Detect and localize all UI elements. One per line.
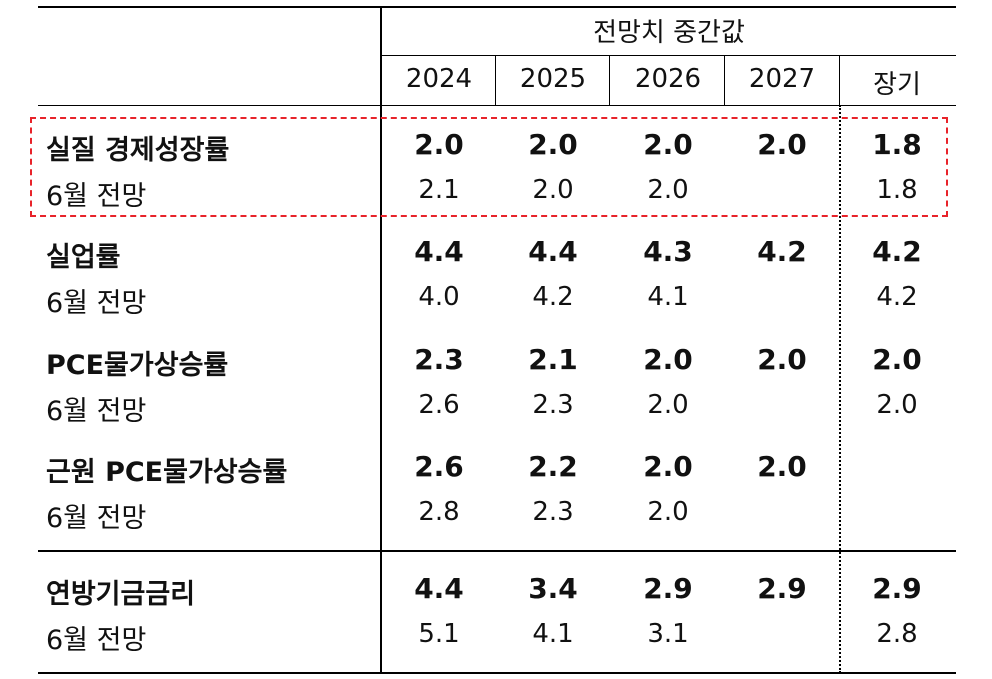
top-rule (38, 6, 956, 8)
row-sub-label: 6월 전망 (46, 625, 147, 656)
value-cell: 4.4 (414, 235, 464, 268)
row-label: 근원 PCE물가상승률 (46, 457, 288, 488)
value-cell: 3.4 (528, 572, 578, 605)
column-header: 2025 (519, 64, 587, 94)
sub-value-cell: 4.2 (532, 282, 574, 312)
sub-value-cell: 2.0 (647, 497, 689, 527)
column-header: 2026 (634, 64, 702, 94)
sub-value-cell: 2.0 (876, 390, 918, 420)
sub-value-cell: 3.1 (647, 619, 689, 649)
row-sub-label: 6월 전망 (46, 288, 147, 319)
bottom-rule (38, 672, 956, 674)
value-cell: 4.3 (643, 235, 693, 268)
sub-value-cell: 4.1 (532, 619, 574, 649)
value-cell: 2.0 (414, 128, 464, 161)
row-label: 실질 경제성장률 (46, 135, 230, 166)
sub-value-cell: 4.2 (876, 282, 918, 312)
row-sub-label: 6월 전망 (46, 396, 147, 427)
row-label: 연방기금금리 (46, 579, 196, 610)
column-header: 2024 (405, 64, 473, 94)
value-cell: 2.9 (757, 572, 807, 605)
sub-value-cell: 2.3 (532, 497, 574, 527)
sub-value-cell: 2.6 (418, 390, 460, 420)
row-label: PCE물가상승률 (46, 350, 229, 381)
value-cell: 2.1 (528, 343, 578, 376)
value-cell: 2.6 (414, 450, 464, 483)
year-divider (839, 55, 840, 105)
value-cell: 2.0 (528, 128, 578, 161)
value-cell: 4.2 (872, 235, 922, 268)
value-cell: 4.2 (757, 235, 807, 268)
sub-value-cell: 1.8 (876, 175, 918, 205)
header-bottom-rule (38, 105, 956, 106)
column-header: 장기 (873, 70, 921, 100)
year-divider (724, 55, 725, 105)
sub-value-cell: 2.1 (418, 175, 460, 205)
year-divider (495, 55, 496, 105)
column-header: 2027 (748, 64, 816, 94)
section-divider (38, 550, 956, 552)
row-label: 실업률 (46, 242, 121, 273)
label-column-divider (380, 6, 382, 673)
sub-value-cell: 5.1 (418, 619, 460, 649)
value-cell: 2.0 (872, 343, 922, 376)
value-cell: 4.4 (414, 572, 464, 605)
sub-value-cell: 2.0 (647, 390, 689, 420)
value-cell: 2.0 (757, 450, 807, 483)
value-cell: 2.9 (643, 572, 693, 605)
value-cell: 2.9 (872, 572, 922, 605)
value-cell: 2.0 (643, 450, 693, 483)
value-cell: 2.0 (757, 343, 807, 376)
value-cell: 4.4 (528, 235, 578, 268)
sub-value-cell: 4.1 (647, 282, 689, 312)
sub-value-cell: 2.8 (876, 619, 918, 649)
row-sub-label: 6월 전망 (46, 503, 147, 534)
long-run-dotted-divider (839, 105, 841, 673)
value-cell: 2.0 (643, 128, 693, 161)
sub-value-cell: 2.3 (532, 390, 574, 420)
sub-value-cell: 4.0 (418, 282, 460, 312)
header-divider (382, 55, 956, 56)
sub-value-cell: 2.0 (647, 175, 689, 205)
value-cell: 2.3 (414, 343, 464, 376)
row-sub-label: 6월 전망 (46, 181, 147, 212)
sub-value-cell: 2.0 (532, 175, 574, 205)
value-cell: 2.0 (643, 343, 693, 376)
value-cell: 2.2 (528, 450, 578, 483)
gdp-highlight-box (30, 117, 948, 217)
header-title: 전망치 중간값 (593, 18, 745, 48)
sub-value-cell: 2.8 (418, 497, 460, 527)
year-divider (609, 55, 610, 105)
value-cell: 2.0 (757, 128, 807, 161)
value-cell: 1.8 (872, 128, 922, 161)
